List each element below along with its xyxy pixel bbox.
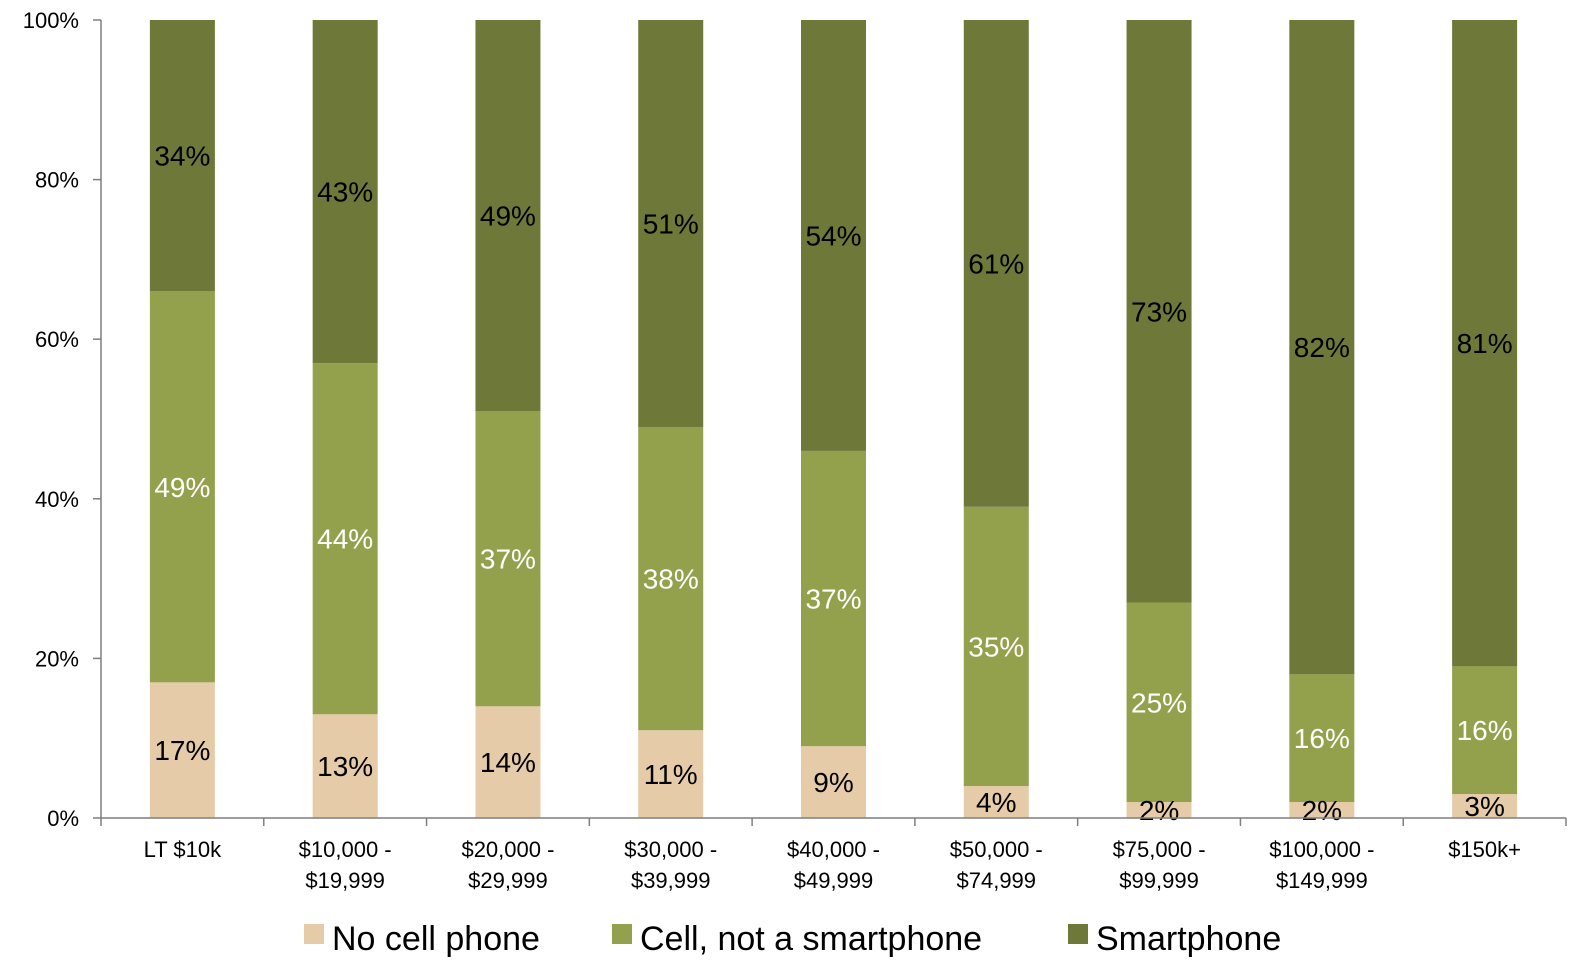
- bar-data-label: 16%: [1294, 723, 1350, 754]
- bar-segment: [801, 450, 866, 747]
- x-tick-label: $40,000 -: [787, 837, 880, 862]
- legend-swatch: [1068, 924, 1088, 944]
- x-tick-label: $74,999: [957, 868, 1037, 893]
- bar-segment: [1452, 20, 1518, 667]
- x-tick-label: $150k+: [1448, 837, 1521, 862]
- bar-data-label: 51%: [643, 208, 699, 239]
- bar-segment: [1289, 20, 1355, 675]
- x-tick-label: $39,999: [631, 868, 711, 893]
- bar-segment: [149, 682, 215, 818]
- bar-data-label: 81%: [1457, 328, 1513, 359]
- bar-data-label: 34%: [154, 141, 210, 172]
- bar-data-label: 54%: [805, 220, 861, 251]
- bar-data-label: 11%: [644, 759, 698, 790]
- legend-swatch: [304, 924, 324, 944]
- y-tick-label: 100%: [23, 8, 79, 33]
- bar-segment: [801, 20, 866, 451]
- bar-data-label: 73%: [1131, 296, 1187, 327]
- bar-data-label: 49%: [480, 201, 536, 232]
- bar-data-label: 82%: [1294, 332, 1350, 363]
- y-tick-label: 40%: [35, 487, 79, 512]
- legend: No cell phone Cell, not a smartphone Smart…: [304, 920, 1281, 958]
- bar-data-label: 2%: [1139, 795, 1179, 826]
- bar-segment: [1126, 20, 1192, 603]
- bar-data-label: 38%: [643, 564, 699, 595]
- bar-data-label: 14%: [480, 747, 536, 778]
- bar-segment: [312, 714, 378, 818]
- bar-segment: [801, 746, 866, 818]
- legend-label: No cell phone: [332, 920, 540, 958]
- bar-segment: [475, 706, 541, 818]
- bar-data-label: 17%: [154, 735, 210, 766]
- bars-layer: [149, 20, 1518, 818]
- bar-segment: [149, 20, 215, 292]
- x-tick-label: $19,999: [305, 868, 385, 893]
- bar-labels-layer: 17% 49% 34% 13% 44% 43% 14% 37% 49% 11% 38% 51% 9% 37…: [154, 141, 1512, 826]
- x-tick-label: $10,000 -: [299, 837, 392, 862]
- bar-segment: [963, 20, 1029, 507]
- bar-segment: [312, 363, 378, 715]
- x-tick-label: $30,000 -: [624, 837, 717, 862]
- y-tick-label: 20%: [35, 646, 79, 671]
- bar-data-label: 9%: [813, 767, 853, 798]
- bar-segment: [638, 426, 704, 731]
- bar-segment: [638, 730, 704, 818]
- x-tick-label: $50,000 -: [950, 837, 1043, 862]
- x-tick-label: $49,999: [794, 868, 874, 893]
- x-tick-label: $20,000 -: [461, 837, 554, 862]
- legend-label: Smartphone: [1096, 920, 1281, 958]
- x-tick-label: $99,999: [1119, 868, 1199, 893]
- bar-data-label: 44%: [317, 524, 373, 555]
- bar-data-label: 61%: [968, 248, 1024, 279]
- x-tick-label: $100,000 -: [1269, 837, 1374, 862]
- x-tick-label: $29,999: [468, 868, 548, 893]
- bar-data-label: 3%: [1464, 791, 1504, 822]
- bar-segment: [1126, 602, 1192, 803]
- y-tick-label: 60%: [35, 327, 79, 352]
- bar-segment: [638, 20, 704, 427]
- bar-data-label: 37%: [805, 584, 861, 615]
- legend-label: Cell, not a smartphone: [640, 920, 982, 958]
- bar-segment: [1452, 794, 1518, 818]
- bar-data-label: 2%: [1302, 795, 1342, 826]
- bar-segment: [312, 20, 378, 364]
- bar-data-label: 25%: [1131, 687, 1187, 718]
- bar-segment: [963, 786, 1029, 818]
- bar-data-label: 4%: [976, 787, 1016, 818]
- bar-data-label: 37%: [480, 544, 536, 575]
- x-tick-label: LT $10k: [144, 837, 222, 862]
- legend-swatch: [612, 924, 632, 944]
- y-tick-label: 80%: [35, 168, 79, 193]
- bar-data-label: 13%: [317, 751, 373, 782]
- bar-data-label: 49%: [154, 472, 210, 503]
- bar-segment: [149, 291, 215, 683]
- bar-segment: [1452, 666, 1518, 795]
- bar-segment: [1126, 802, 1192, 818]
- bar-data-label: 16%: [1457, 715, 1513, 746]
- bar-segment: [475, 411, 541, 707]
- x-tick-label: $75,000 -: [1113, 837, 1206, 862]
- bar-segment: [1289, 802, 1355, 818]
- x-tick-label: $149,999: [1276, 868, 1368, 893]
- bar-segment: [963, 506, 1029, 787]
- bar-segment: [475, 20, 541, 412]
- axes-layer: 0% 20% 40% 60% 80% 100% LT $10k $10,000 - $19,99…: [23, 8, 1567, 893]
- bar-data-label: 35%: [968, 631, 1024, 662]
- bar-data-label: 43%: [317, 177, 373, 208]
- y-tick-label: 0%: [47, 806, 79, 831]
- bar-segment: [1289, 674, 1355, 803]
